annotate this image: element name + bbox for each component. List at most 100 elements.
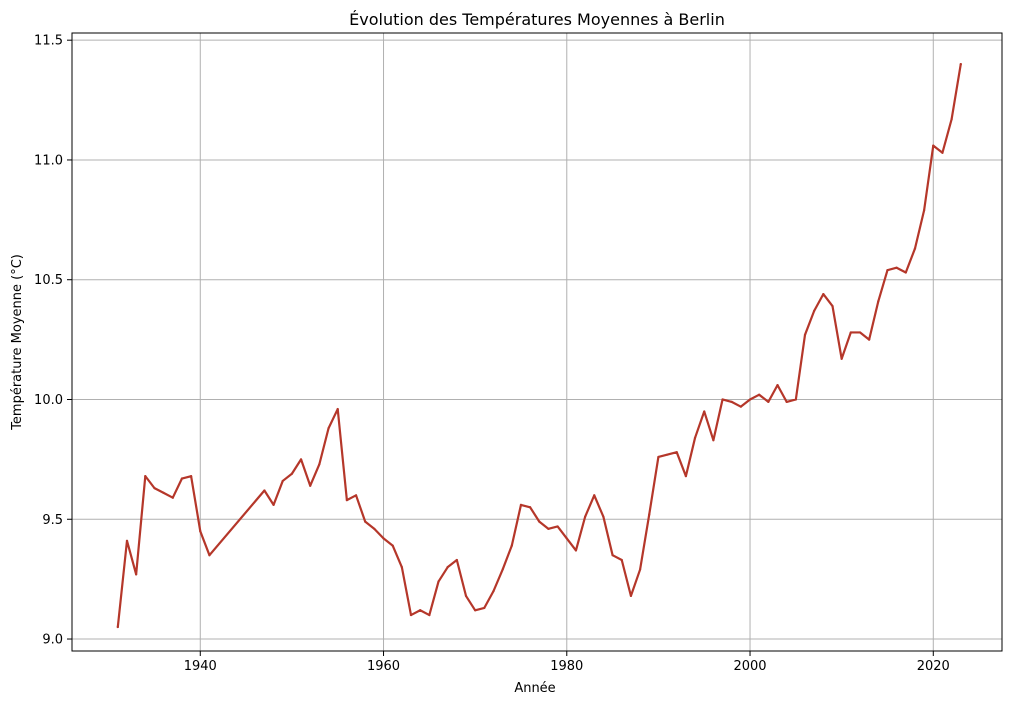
- data-point: [125, 539, 129, 542]
- data-point: [877, 300, 880, 303]
- data-point: [703, 410, 706, 413]
- data-point: [840, 357, 843, 360]
- y-tick-label: 11.0: [34, 153, 63, 168]
- data-point: [831, 304, 834, 308]
- data-point: [501, 568, 504, 571]
- y-tick-label: 9.5: [42, 513, 63, 528]
- data-point: [437, 580, 440, 583]
- x-axis-label: Année: [514, 681, 555, 696]
- data-point: [767, 400, 770, 403]
- data-point: [153, 487, 156, 490]
- data-point: [510, 544, 513, 547]
- data-point: [190, 475, 193, 478]
- data-point: [135, 573, 138, 576]
- plot-background: [72, 33, 1002, 651]
- data-point: [739, 405, 742, 408]
- data-point: [693, 436, 697, 439]
- data-point: [556, 525, 559, 528]
- data-point: [391, 544, 394, 547]
- data-point: [208, 554, 211, 557]
- data-point: [593, 494, 596, 497]
- data-point: [281, 479, 284, 483]
- y-axis: 9.0 9.5 10.0 10.5 11.0 11.5: [34, 34, 72, 648]
- y-tick-label: 11.5: [34, 34, 63, 49]
- data-point: [162, 491, 165, 495]
- data-point: [932, 144, 935, 147]
- data-point: [758, 393, 761, 396]
- series-layer: [116, 63, 962, 629]
- chart-title: Évolution des Températures Moyennes à Be…: [349, 10, 725, 29]
- data-point: [382, 537, 385, 540]
- data-point: [675, 451, 678, 454]
- data-point: [474, 609, 477, 612]
- data-point: [446, 566, 449, 569]
- data-point: [611, 554, 614, 557]
- data-point: [886, 269, 889, 272]
- data-point: [373, 527, 376, 530]
- data-point: [813, 309, 816, 312]
- data-point: [199, 530, 202, 533]
- data-point: [538, 520, 541, 523]
- data-point: [354, 494, 358, 497]
- data-point: [409, 613, 413, 617]
- data-point: [620, 558, 623, 562]
- data-point: [400, 566, 403, 569]
- data-point: [327, 427, 330, 430]
- data-point: [629, 594, 633, 598]
- data-point: [345, 498, 348, 502]
- data-point: [794, 398, 797, 401]
- data-point: [547, 527, 550, 530]
- data-point: [290, 472, 293, 475]
- data-point: [941, 151, 944, 154]
- data-point: [171, 496, 174, 499]
- data-point: [849, 331, 852, 334]
- data-point: [299, 458, 303, 461]
- y-axis-label: Température Moyenne (°C): [10, 254, 25, 431]
- data-point: [364, 520, 367, 523]
- data-point: [712, 439, 715, 442]
- data-point: [803, 333, 807, 336]
- x-tick-label: 2020: [917, 659, 950, 674]
- data-point: [648, 513, 651, 516]
- data-point: [638, 568, 642, 571]
- data-point: [318, 463, 321, 466]
- data-point: [455, 558, 458, 562]
- data-point: [748, 398, 752, 401]
- data-point: [180, 477, 184, 480]
- data-point: [574, 549, 578, 552]
- data-point: [950, 118, 953, 121]
- y-tick-label: 10.0: [34, 393, 63, 408]
- y-tick-label: 9.0: [42, 633, 63, 648]
- x-tick-label: 1940: [184, 659, 217, 674]
- data-point: [565, 537, 568, 540]
- data-point: [684, 475, 687, 478]
- data-point: [263, 489, 266, 492]
- data-point: [584, 515, 587, 518]
- data-point: [730, 400, 733, 403]
- plot-frame: [71, 32, 1003, 652]
- data-point: [785, 400, 788, 403]
- data-point: [822, 292, 825, 296]
- data-point: [904, 271, 907, 274]
- data-point: [272, 503, 275, 506]
- data-point: [336, 407, 339, 411]
- data-point: [776, 384, 779, 387]
- series-line: [116, 63, 962, 629]
- data-point: [666, 453, 669, 456]
- x-tick-label: 2000: [733, 659, 766, 674]
- x-tick-label: 1980: [550, 659, 583, 674]
- data-point: [602, 515, 605, 518]
- data-point: [913, 247, 917, 250]
- data-point: [464, 594, 468, 598]
- x-tick-label: 1960: [367, 659, 400, 674]
- data-point: [923, 209, 926, 212]
- x-axis: 1940 1960 1980 2000 2020: [184, 651, 950, 674]
- data-point: [868, 338, 871, 341]
- data-point: [309, 484, 312, 487]
- data-point: [483, 606, 486, 609]
- data-point: [116, 625, 119, 629]
- data-point: [519, 503, 523, 506]
- grid-layer: [72, 33, 1002, 651]
- y-tick-label: 10.5: [34, 273, 63, 288]
